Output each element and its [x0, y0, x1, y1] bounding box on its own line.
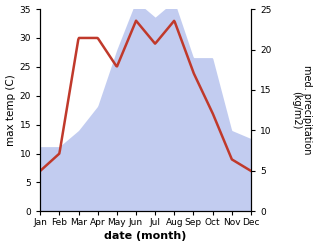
Y-axis label: med. precipitation
(kg/m2): med. precipitation (kg/m2) — [291, 65, 313, 155]
X-axis label: date (month): date (month) — [104, 231, 187, 242]
Y-axis label: max temp (C): max temp (C) — [5, 74, 16, 146]
